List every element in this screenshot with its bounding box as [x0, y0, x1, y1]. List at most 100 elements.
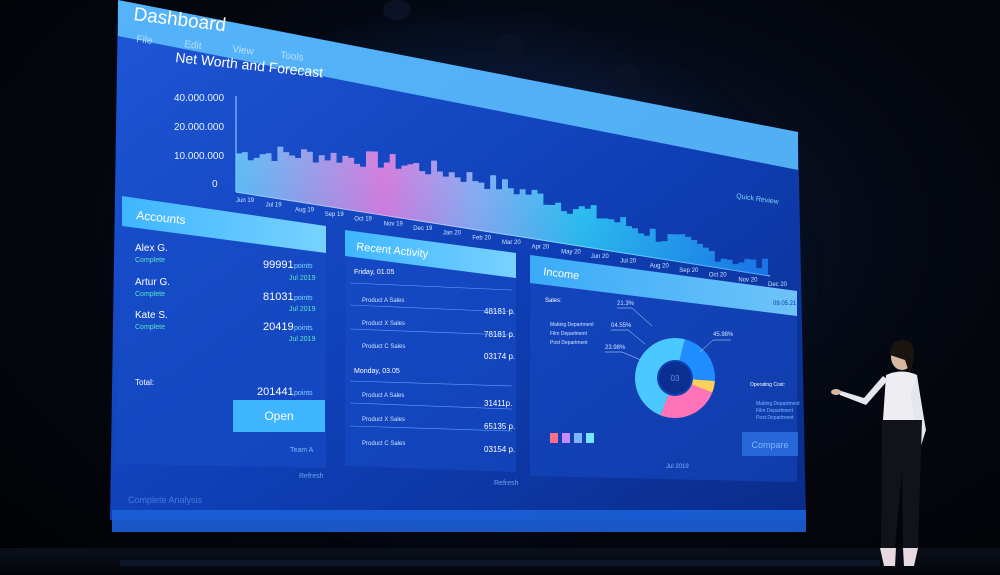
- donut-slice-3: [660, 384, 713, 418]
- donut-slice-2: [691, 379, 715, 393]
- pct-label-3: 23.98%: [605, 345, 626, 351]
- account-points-2: 81031: [263, 291, 294, 303]
- donut-center-label: 03: [671, 374, 680, 383]
- activity-divider-1: [349, 282, 513, 291]
- total-label: Total:: [135, 378, 154, 387]
- x-tick-8: Jan 20: [443, 231, 462, 237]
- pct-label-2: 04.55%: [611, 323, 632, 329]
- activity-divider-5: [349, 402, 513, 410]
- ceiling-light-2: [614, 63, 640, 89]
- account-unit-3: points: [294, 325, 313, 332]
- account-date-2: Jul 2019: [289, 306, 316, 313]
- x-tick-5: Oct 19: [354, 217, 372, 223]
- presenter-trousers: [881, 420, 922, 548]
- activity-panel-body: [345, 230, 516, 472]
- team-label: Team A: [290, 447, 314, 454]
- activity-item-1-name: Product A Sales: [362, 298, 404, 304]
- menu-tools[interactable]: Tools: [280, 50, 305, 64]
- accounts-title: Accounts: [136, 208, 187, 227]
- complete-analysis-link[interactable]: Complete Analysis: [128, 495, 203, 505]
- account-date-3: Jul 2019: [289, 336, 316, 343]
- activity-item-6-value: 03154 p.: [484, 445, 515, 454]
- compare-button-label: Compare: [751, 440, 788, 450]
- x-tick-16: Sep 20: [679, 268, 699, 274]
- pct-leader-2: [611, 329, 646, 345]
- x-tick-2: Jul 19: [266, 203, 283, 209]
- donut-slice-4: [635, 338, 685, 416]
- accounts-panel: Accounts Alex G. Complete 99991 points J…: [116, 196, 326, 480]
- presenter-hand: [831, 389, 841, 395]
- x-tick-15: Aug 20: [650, 263, 670, 269]
- pct-label-4: 45.98%: [713, 332, 734, 338]
- dept-label-1: Making Department: [550, 322, 594, 328]
- activity-divider-4: [349, 380, 513, 387]
- total-value: 201441: [257, 386, 294, 398]
- net-worth-x-ticks: Jun 19 Jul 19 Aug 19 Sep 19 Oct 19 Nov 19 Dec …: [236, 198, 788, 288]
- account-unit-1: points: [294, 263, 313, 270]
- floor-strip: [120, 560, 880, 566]
- menu-edit[interactable]: Edit: [184, 39, 203, 52]
- x-tick-4: Sep 19: [325, 212, 345, 218]
- activity-divider-2: [349, 304, 513, 313]
- x-tick-1: Jun 19: [236, 198, 255, 204]
- sales-label: Sales:: [545, 298, 562, 304]
- y-tick-3: 10.000.000: [174, 151, 224, 162]
- net-worth-y-axis: 40.000.000 20.000.000 10.000.000 0: [174, 93, 224, 190]
- y-tick-1: 40.000.000: [174, 93, 224, 104]
- x-tick-3: Aug 19: [295, 207, 315, 213]
- income-header: [530, 255, 797, 316]
- open-button-label: Open: [264, 409, 293, 423]
- donut-center: [659, 362, 691, 394]
- dept-label-2: Film Department: [550, 331, 588, 337]
- title-bar: [118, 0, 798, 170]
- menu-file[interactable]: File: [136, 34, 154, 47]
- compare-button[interactable]: [742, 432, 798, 456]
- y-tick-4: 0: [212, 179, 218, 190]
- swatch-2: [562, 433, 570, 443]
- menu-bar[interactable]: File Edit View Tools: [136, 34, 305, 64]
- activity-day-2: Monday, 03.05: [354, 368, 400, 375]
- income-title: Income: [543, 266, 580, 282]
- account-name-3: Kate S.: [135, 310, 168, 321]
- operating-item-1: Making Department: [756, 401, 800, 407]
- operating-item-2: Film Department: [756, 408, 794, 414]
- income-panel: Income 09.05.21 Sales: Making Department…: [530, 255, 800, 482]
- income-month-label: Jul 2019: [666, 464, 689, 470]
- x-tick-17: Oct 20: [709, 273, 727, 279]
- account-status-3: Complete: [135, 324, 165, 331]
- x-tick-7: Dec 19: [413, 226, 433, 232]
- x-tick-19: Dec 20: [768, 282, 788, 288]
- x-tick-10: Mar 20: [502, 240, 521, 246]
- x-tick-9: Feb 20: [472, 235, 491, 241]
- pct-leader-1: [617, 307, 653, 327]
- activity-item-4-name: Product A Sales: [362, 393, 404, 399]
- account-name-1: Alex G.: [135, 243, 168, 254]
- x-tick-12: May 20: [561, 249, 581, 255]
- y-tick-2: 20.000.000: [174, 122, 224, 133]
- swatch-4: [586, 433, 594, 443]
- activity-refresh-link[interactable]: Refresh: [494, 480, 519, 487]
- pct-leader-3: [605, 351, 642, 361]
- pct-leader-4: [699, 339, 731, 353]
- accounts-refresh-link[interactable]: Refresh: [299, 473, 324, 480]
- x-tick-18: Nov 20: [738, 277, 758, 283]
- activity-day-1: Friday, 01.05: [354, 269, 394, 276]
- net-worth-area: [236, 146, 768, 276]
- footer-bar: [112, 510, 806, 532]
- activity-header: [345, 230, 516, 278]
- activity-panel: Recent Activity Friday, 01.05 Product A …: [345, 230, 519, 487]
- account-date-1: Jul 2019: [289, 275, 316, 282]
- x-tick-13: Jun 20: [591, 254, 610, 260]
- open-button[interactable]: [233, 400, 325, 432]
- activity-item-5-value: 65135 p.: [484, 422, 515, 431]
- presenter-shoes: [880, 548, 918, 566]
- account-name-2: Artur G.: [135, 277, 170, 288]
- activity-item-3-name: Product C Sales: [362, 344, 405, 350]
- activity-item-3-value: 03174 p.: [484, 352, 515, 361]
- accounts-header: [122, 196, 326, 253]
- swatch-1: [550, 433, 558, 443]
- account-unit-2: points: [294, 295, 313, 302]
- menu-view[interactable]: View: [232, 44, 255, 58]
